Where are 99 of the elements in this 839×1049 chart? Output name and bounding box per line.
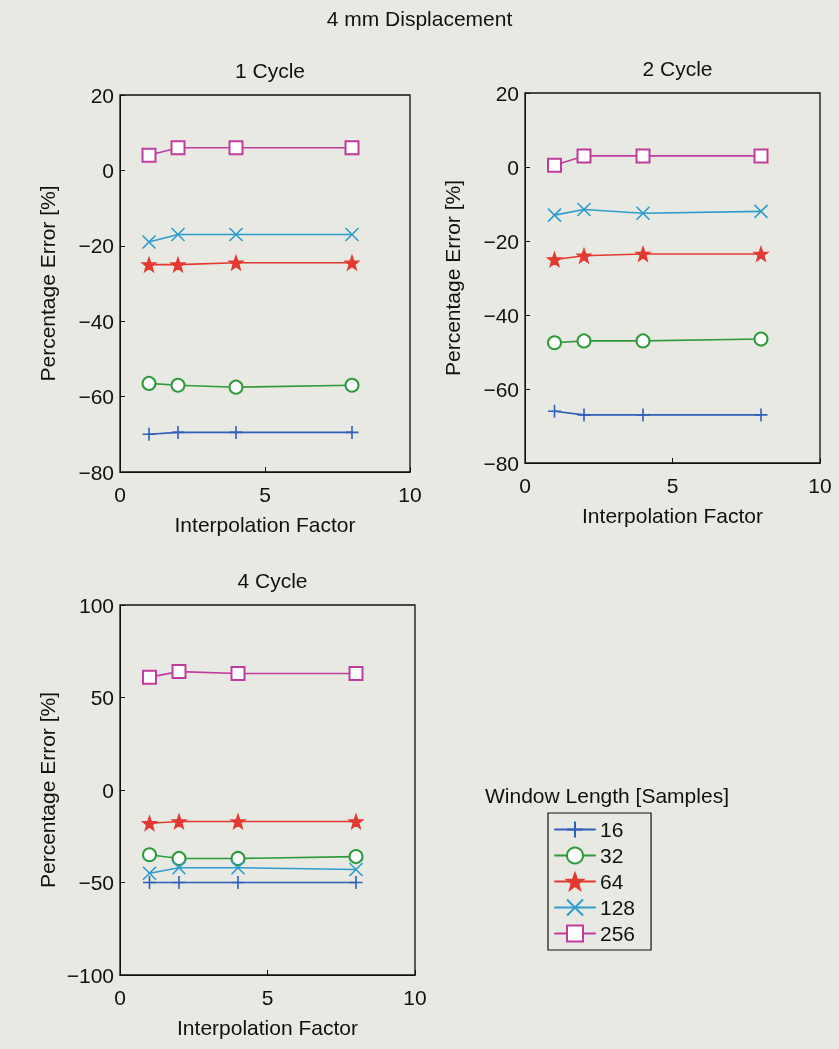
x-axis-title: Interpolation Factor bbox=[174, 513, 356, 536]
point bbox=[344, 227, 360, 242]
y-tick-label: 0 bbox=[102, 158, 114, 182]
y-tick-label: −20 bbox=[483, 229, 519, 253]
point bbox=[171, 875, 187, 890]
y-axis-title: Percentage Error [%] bbox=[441, 179, 464, 377]
chart-title: 1 Cycle bbox=[234, 59, 306, 82]
y-axis-title: Percentage Error [%] bbox=[36, 185, 59, 382]
point bbox=[344, 140, 360, 156]
y-tick-label: −60 bbox=[78, 385, 114, 409]
point bbox=[230, 875, 246, 890]
point bbox=[576, 333, 592, 349]
legend-title: Window Length [Samples] bbox=[485, 784, 729, 807]
point bbox=[142, 847, 157, 863]
legend-label: 256 bbox=[600, 922, 636, 945]
point bbox=[230, 850, 246, 866]
point bbox=[753, 331, 769, 347]
point bbox=[142, 865, 157, 881]
y-axis-title: Percentage Error [%] bbox=[36, 691, 59, 889]
point bbox=[547, 252, 562, 267]
y-tick-label: −100 bbox=[66, 963, 114, 987]
x-axis-title: Interpolation Factor bbox=[582, 504, 763, 527]
point bbox=[171, 860, 187, 875]
point bbox=[230, 665, 246, 681]
point bbox=[547, 403, 562, 419]
point bbox=[348, 814, 364, 829]
point bbox=[635, 333, 651, 349]
point bbox=[753, 204, 769, 219]
y-tick-label: −80 bbox=[78, 460, 114, 484]
x-tick-label: 5 bbox=[259, 483, 271, 506]
point bbox=[344, 255, 360, 271]
legend-label: 16 bbox=[600, 818, 624, 841]
y-tick-label: 50 bbox=[90, 686, 114, 709]
y-tick-label: 20 bbox=[90, 83, 114, 107]
y-tick-label: 20 bbox=[495, 81, 519, 105]
y-tick-label: −50 bbox=[78, 871, 114, 894]
x-tick-label: 5 bbox=[261, 986, 274, 1009]
x-axis-title: Interpolation Factor bbox=[177, 1016, 358, 1039]
point bbox=[753, 246, 769, 262]
point bbox=[348, 849, 364, 865]
point bbox=[228, 227, 244, 242]
point bbox=[230, 860, 246, 875]
y-tick-label: −60 bbox=[483, 377, 519, 401]
point bbox=[547, 335, 562, 351]
point bbox=[228, 379, 244, 395]
point bbox=[170, 377, 186, 393]
point bbox=[141, 427, 157, 442]
point bbox=[635, 148, 651, 164]
point bbox=[142, 816, 157, 831]
point bbox=[635, 246, 651, 262]
y-tick-label: 0 bbox=[507, 155, 519, 179]
y-tick-label: 0 bbox=[102, 778, 114, 802]
point bbox=[635, 205, 651, 221]
chart-title: 2 Cycle bbox=[642, 57, 713, 80]
point bbox=[171, 664, 187, 680]
point bbox=[576, 202, 592, 217]
legend-label: 32 bbox=[600, 844, 624, 867]
point bbox=[141, 257, 157, 272]
point bbox=[635, 407, 651, 423]
point bbox=[753, 148, 769, 164]
point bbox=[142, 669, 157, 685]
point bbox=[228, 255, 244, 271]
y-tick-label: 100 bbox=[78, 593, 114, 617]
point bbox=[576, 248, 592, 264]
x-tick-label: 10 bbox=[808, 474, 832, 497]
point bbox=[348, 665, 364, 681]
point bbox=[171, 814, 187, 829]
point bbox=[170, 227, 186, 242]
point bbox=[344, 377, 360, 393]
legend-label: 128 bbox=[600, 896, 636, 919]
point bbox=[171, 850, 187, 866]
chart-title: 4 Cycle bbox=[237, 569, 308, 592]
point bbox=[576, 407, 592, 423]
y-tick-label: −20 bbox=[78, 234, 114, 258]
point bbox=[170, 425, 186, 440]
point bbox=[228, 425, 244, 440]
point bbox=[170, 257, 186, 272]
point bbox=[170, 140, 186, 156]
point bbox=[753, 407, 769, 423]
point bbox=[344, 425, 360, 440]
text: 4 mm Displacement bbox=[326, 7, 513, 30]
point bbox=[230, 814, 246, 829]
y-tick-label: −40 bbox=[78, 309, 114, 333]
legend-label: 64 bbox=[600, 870, 624, 893]
point bbox=[228, 140, 244, 156]
point bbox=[348, 862, 364, 877]
point bbox=[547, 157, 562, 173]
point bbox=[141, 375, 157, 391]
x-tick-label: 10 bbox=[403, 986, 427, 1009]
point bbox=[348, 875, 364, 890]
point bbox=[141, 234, 157, 250]
point bbox=[547, 207, 562, 223]
y-tick-label: −80 bbox=[483, 451, 519, 475]
point bbox=[141, 147, 157, 163]
point bbox=[142, 875, 157, 890]
x-tick-label: 10 bbox=[398, 483, 422, 506]
point bbox=[576, 148, 592, 164]
y-tick-label: −40 bbox=[483, 303, 519, 327]
x-tick-label: 5 bbox=[666, 474, 679, 497]
